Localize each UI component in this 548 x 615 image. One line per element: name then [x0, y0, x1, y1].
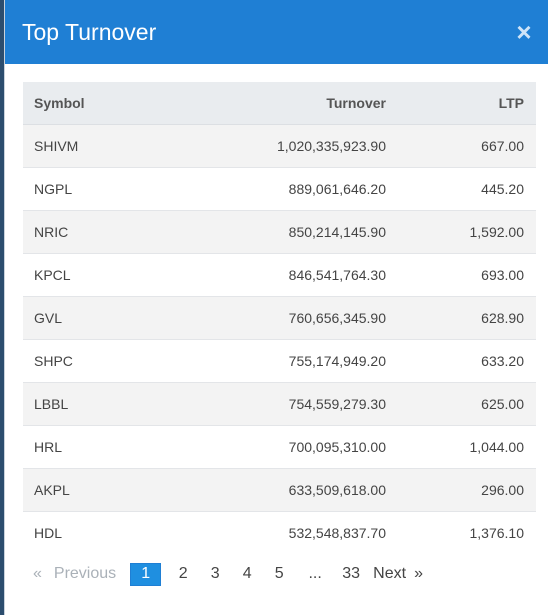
table-row: HRL 700,095,310.00 1,044.00: [23, 425, 536, 468]
page-button-2[interactable]: 2: [178, 565, 188, 582]
cell-symbol: SHIVM: [34, 137, 79, 154]
cell-turnover: 532,548,837.70: [288, 524, 386, 541]
table-row: KPCL 846,541,764.30 693.00: [23, 253, 536, 296]
table-row: SHPC 755,174,949.20 633.20: [23, 339, 536, 382]
pagination-ellipsis: ...: [308, 565, 322, 582]
close-button[interactable]: ×: [516, 17, 532, 47]
cell-symbol: NRIC: [34, 223, 69, 240]
cell-turnover: 1,020,335,923.90: [277, 137, 386, 154]
modal-header: Top Turnover ×: [5, 0, 548, 64]
modal-body: Symbol Turnover LTP SHIVM 1,020,335,923.…: [5, 64, 548, 586]
table-row: NGPL 889,061,646.20 445.20: [23, 167, 536, 210]
cell-symbol: KPCL: [34, 266, 71, 283]
pagination: « Previous 1 2 3 4 5 ... 33 Next »: [23, 562, 535, 586]
page-button-3[interactable]: 3: [210, 565, 220, 582]
cell-ltp: 667.00: [481, 137, 524, 154]
next-page-button[interactable]: Next: [373, 565, 407, 582]
page-button-5[interactable]: 5: [274, 565, 284, 582]
table-row: GVL 760,656,345.90 628.90: [23, 296, 536, 339]
cell-turnover: 754,559,279.30: [288, 395, 386, 412]
cell-turnover: 755,174,949.20: [288, 352, 386, 369]
cell-turnover: 760,656,345.90: [288, 309, 386, 326]
previous-page-button: Previous: [53, 565, 117, 582]
cell-symbol: GVL: [34, 309, 63, 326]
cell-ltp: 1,376.10: [469, 524, 525, 541]
table-row: HDL 532,548,837.70 1,376.10: [23, 511, 536, 554]
cell-ltp: 1,592.00: [469, 223, 525, 240]
modal-title: Top Turnover: [22, 18, 157, 45]
turnover-table: Symbol Turnover LTP SHIVM 1,020,335,923.…: [23, 82, 536, 554]
cell-turnover: 700,095,310.00: [288, 438, 386, 455]
cell-ltp: 693.00: [481, 266, 524, 283]
table-row: SHIVM 1,020,335,923.90 667.00: [23, 124, 536, 167]
cell-symbol: SHPC: [34, 352, 73, 369]
table-row: AKPL 633,509,618.00 296.00: [23, 468, 536, 511]
cell-turnover: 850,214,145.90: [288, 223, 386, 240]
table-row: NRIC 850,214,145.90 1,592.00: [23, 210, 536, 253]
next-arrow-icon[interactable]: »: [414, 565, 423, 582]
cell-symbol: AKPL: [34, 481, 70, 498]
cell-turnover: 889,061,646.20: [288, 180, 386, 197]
previous-arrow-icon: «: [33, 565, 42, 582]
table-row: LBBL 754,559,279.30 625.00: [23, 382, 536, 425]
page-button-33[interactable]: 33: [342, 565, 361, 582]
cell-ltp: 1,044.00: [469, 438, 525, 455]
cell-symbol: LBBL: [34, 395, 69, 412]
page-button-4[interactable]: 4: [242, 565, 252, 582]
cell-ltp: 445.20: [481, 180, 524, 197]
cell-symbol: NGPL: [34, 180, 73, 197]
table-header-row: Symbol Turnover LTP: [23, 82, 536, 125]
column-header-ltp[interactable]: LTP: [386, 82, 536, 125]
cell-symbol: HDL: [34, 524, 63, 541]
cell-turnover: 846,541,764.30: [288, 266, 386, 283]
cell-turnover: 633,509,618.00: [288, 481, 386, 498]
table-body: SHIVM 1,020,335,923.90 667.00 NGPL 889,0…: [23, 124, 536, 554]
page-button-1[interactable]: 1: [130, 562, 162, 586]
top-turnover-modal: Top Turnover × Symbol Turnover LTP SHIVM…: [4, 0, 548, 615]
column-header-symbol[interactable]: Symbol: [23, 82, 173, 125]
cell-ltp: 633.20: [481, 352, 524, 369]
cell-symbol: HRL: [34, 438, 63, 455]
page-backdrop: [0, 0, 6, 615]
cell-ltp: 625.00: [481, 395, 524, 412]
column-header-turnover[interactable]: Turnover: [173, 82, 386, 125]
cell-ltp: 628.90: [481, 309, 524, 326]
cell-ltp: 296.00: [481, 481, 524, 498]
